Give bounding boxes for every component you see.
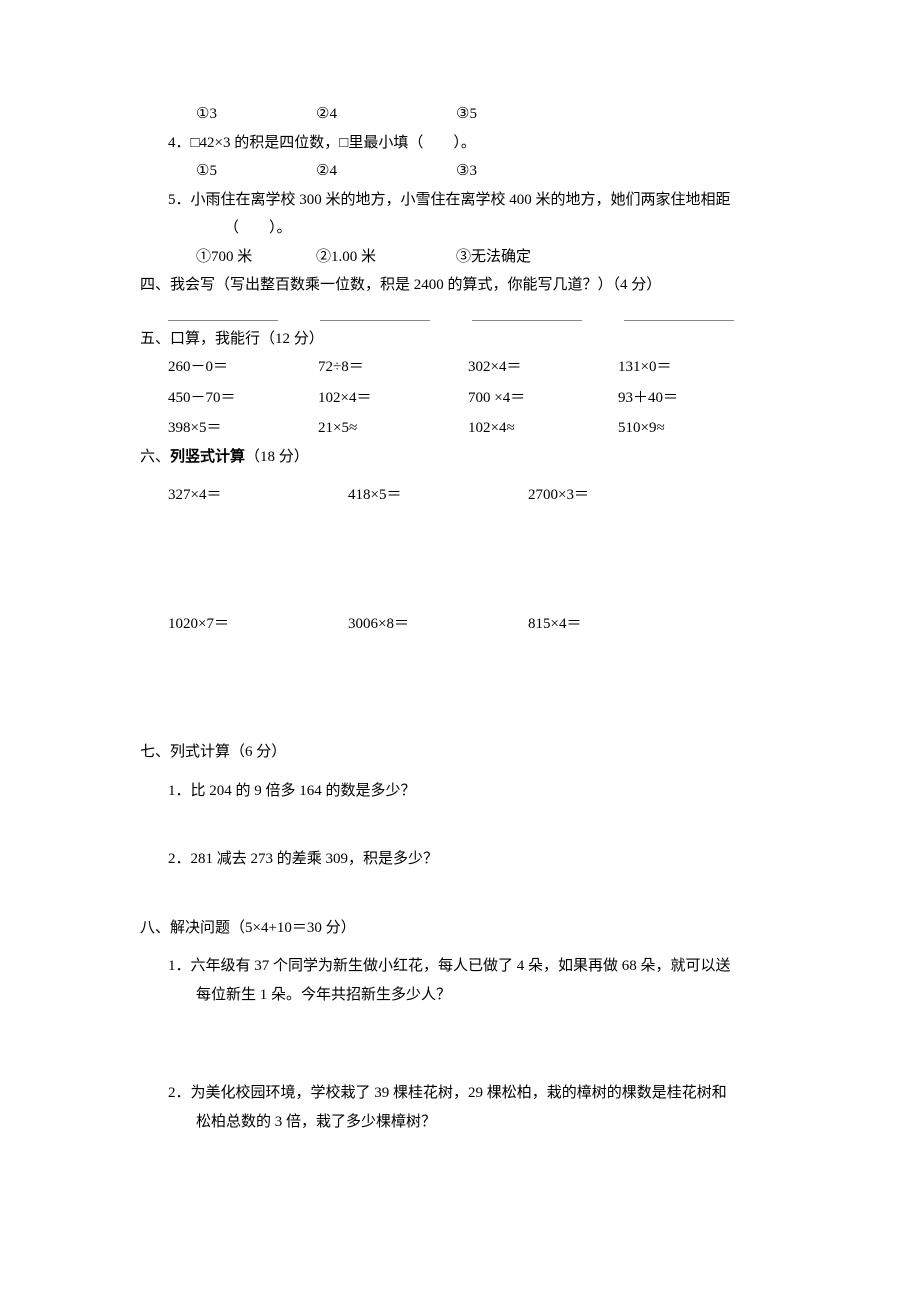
spacer xyxy=(140,942,780,952)
q6-r1c2: 418×5＝ xyxy=(348,481,528,510)
q5-title: 五、口算，我能行（12 分） xyxy=(140,325,780,354)
q8-workspace-1 xyxy=(140,1009,780,1079)
q5-r2c3: 700 ×4＝ xyxy=(468,384,618,413)
blank-1[interactable] xyxy=(168,302,278,321)
q5-r3c2: 21×5≈ xyxy=(318,414,468,443)
q7-workspace-1 xyxy=(140,805,780,845)
q3-item5: 5．小雨住在离学校 300 米的地方，小雪住在离学校 400 米的地方，她们两家… xyxy=(140,186,780,215)
q7-title: 七、列式计算（6 分） xyxy=(140,738,780,767)
q3-5-opt-c: ③无法确定 xyxy=(456,243,531,272)
q5-r1c2: 72÷8＝ xyxy=(318,353,468,382)
q3-item4: 4．□42×3 的积是四位数，□里最小填（ ）。 xyxy=(140,129,780,158)
q3-opt-a: ①3 xyxy=(196,100,316,129)
q5-r2c1: 450－70＝ xyxy=(168,384,318,413)
q8-item2b: 松柏总数的 3 倍，栽了多少棵樟树？ xyxy=(140,1108,780,1137)
blank-4[interactable] xyxy=(624,302,734,321)
q6-r2c1: 1020×7＝ xyxy=(168,610,348,639)
q6-workspace-1 xyxy=(140,510,780,610)
q3-4-opt-a: ①5 xyxy=(196,157,316,186)
q3-4-opt-c: ③3 xyxy=(456,157,477,186)
q6-title-suffix: （18 分） xyxy=(245,449,309,465)
q8-item2a: 2．为美化校园环境，学校栽了 39 棵桂花树，29 棵松柏，栽的樟树的棵数是桂花… xyxy=(140,1079,780,1108)
q3-item5b: （ ）。 xyxy=(140,214,780,243)
q3-opt-c: ③5 xyxy=(456,100,477,129)
q6-title-prefix: 六、 xyxy=(140,449,170,465)
q5-r3c3: 102×4≈ xyxy=(468,414,618,443)
q5-r1c3: 302×4＝ xyxy=(468,353,618,382)
exam-page: ①3 ②4 ③5 4．□42×3 的积是四位数，□里最小填（ ）。 ①5 ②4 … xyxy=(0,0,920,1302)
q6-r1c3: 2700×3＝ xyxy=(528,481,708,510)
q4-blanks xyxy=(140,302,780,321)
q5-r3c1: 398×5＝ xyxy=(168,414,318,443)
q3-item4-options: ①5 ②4 ③3 xyxy=(140,157,780,186)
q6-r2c3: 815×4＝ xyxy=(528,610,708,639)
q6-r2c2: 3006×8＝ xyxy=(348,610,528,639)
q6-title: 六、列竖式计算（18 分） xyxy=(140,443,780,472)
blank-2[interactable] xyxy=(320,302,430,321)
q6-row1: 327×4＝ 418×5＝ 2700×3＝ xyxy=(140,481,780,510)
q7-workspace-2 xyxy=(140,874,780,914)
q5-r1c1: 260－0＝ xyxy=(168,353,318,382)
q8-item1a: 1．六年级有 37 个同学为新生做小红花，每人已做了 4 朵，如果再做 68 朵… xyxy=(140,952,780,981)
q8-title: 八、解决问题（5×4+10＝30 分） xyxy=(140,914,780,943)
q3-5-opt-b: ②1.00 米 xyxy=(316,243,456,272)
q5-r2c4: 93＋40＝ xyxy=(618,384,768,413)
q3-item5-options: ①700 米 ②1.00 米 ③无法确定 xyxy=(140,243,780,272)
q8-item1b: 每位新生 1 朵。今年共招新生多少人？ xyxy=(140,981,780,1010)
blank-3[interactable] xyxy=(472,302,582,321)
q6-r1c1: 327×4＝ xyxy=(168,481,348,510)
q3-opt-b: ②4 xyxy=(316,100,456,129)
q7-item2: 2．281 减去 273 的差乘 309，积是多少？ xyxy=(140,845,780,874)
q6-workspace-2 xyxy=(140,638,780,738)
q5-r1c4: 131×0＝ xyxy=(618,353,768,382)
spacer xyxy=(140,471,780,481)
q7-item1: 1．比 204 的 9 倍多 164 的数是多少？ xyxy=(140,777,780,806)
spacer xyxy=(140,767,780,777)
q3-prev-options: ①3 ②4 ③5 xyxy=(140,100,780,129)
q3-4-opt-b: ②4 xyxy=(316,157,456,186)
q6-row2: 1020×7＝ 3006×8＝ 815×4＝ xyxy=(140,610,780,639)
q3-5-opt-a: ①700 米 xyxy=(196,243,316,272)
q4-title: 四、我会写（写出整百数乘一位数，积是 2400 的算式，你能写几道？）（4 分） xyxy=(140,271,780,300)
q5-r3c4: 510×9≈ xyxy=(618,414,768,443)
q5-r2c2: 102×4＝ xyxy=(318,384,468,413)
q6-title-bold: 列竖式计算 xyxy=(170,448,245,465)
q5-grid: 260－0＝ 72÷8＝ 302×4＝ 131×0＝ 450－70＝ 102×4… xyxy=(140,353,780,443)
